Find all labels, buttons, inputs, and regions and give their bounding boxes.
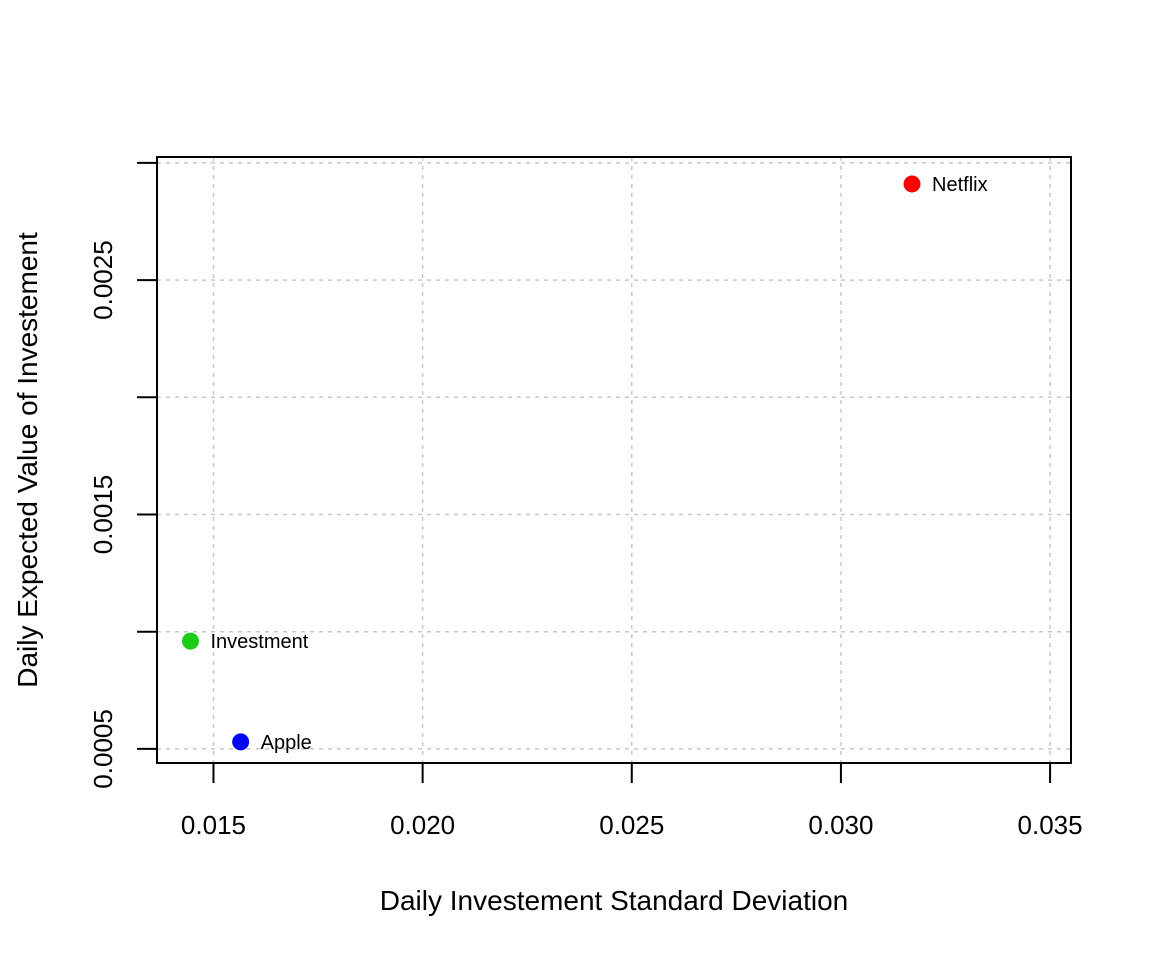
plot-frame — [156, 156, 1072, 764]
data-points: Netflix Investment Apple — [181, 174, 988, 754]
y-tick-label: 0.0015 — [88, 475, 118, 555]
x-axis: 0.015 0.020 0.025 0.030 0.035 — [181, 763, 1083, 840]
y-tick-label: 0.0025 — [88, 240, 118, 320]
y-axis-label: Daily Expected Value of Investement — [12, 232, 43, 688]
point-investment — [181, 632, 199, 650]
y-tick-label: 0.0005 — [88, 709, 118, 789]
y-axis: 0.0005 0.0015 0.0025 — [88, 161, 157, 789]
point-apple — [232, 733, 250, 751]
x-tick-label: 0.020 — [390, 810, 455, 840]
x-tick-label: 0.015 — [181, 810, 246, 840]
point-label-investment: Investment — [210, 631, 308, 653]
point-label-netflix: Netflix — [932, 174, 988, 196]
point-label-apple: Apple — [261, 732, 312, 754]
grid — [157, 157, 1071, 763]
x-tick-label: 0.025 — [599, 810, 664, 840]
x-tick-label: 0.030 — [808, 810, 873, 840]
x-axis-label: Daily Investement Standard Deviation — [380, 885, 848, 916]
x-tick-label: 0.035 — [1018, 810, 1083, 840]
point-netflix — [903, 175, 921, 193]
